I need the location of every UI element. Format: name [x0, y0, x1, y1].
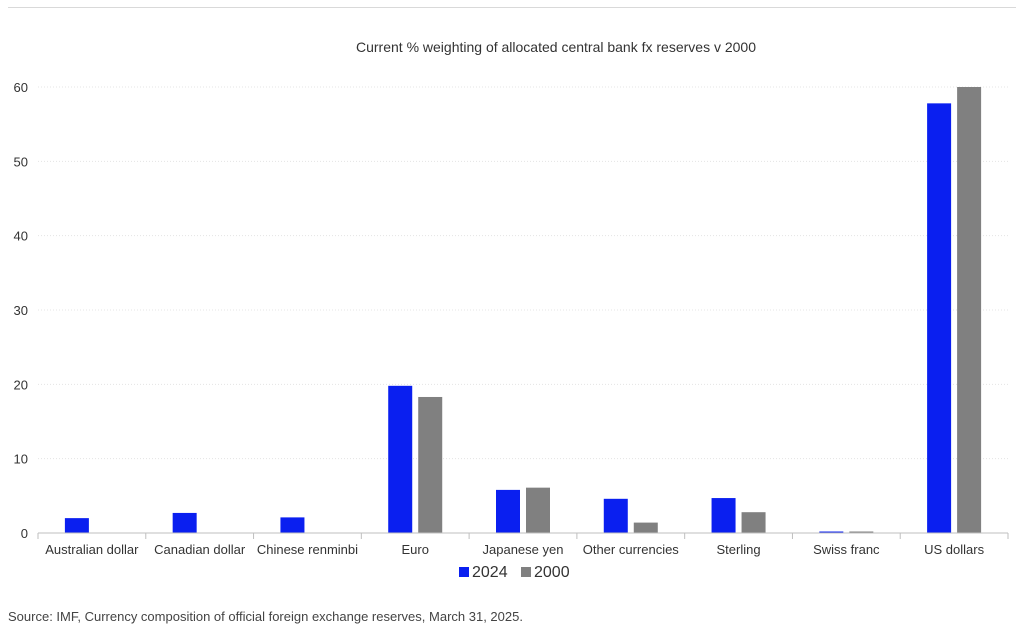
bar-2024-australian-dollar [64, 518, 89, 533]
x-tick-label: US dollars [924, 542, 984, 557]
source-note: Source: IMF, Currency composition of off… [8, 609, 523, 624]
x-tick-label: Japanese yen [483, 542, 564, 557]
x-tick-label: Swiss franc [813, 542, 880, 557]
y-tick-label: 10 [14, 452, 28, 467]
chart-title: Current % weighting of allocated central… [356, 39, 756, 55]
bar-2000-other-currencies [633, 522, 658, 533]
bar-2000-us-dollars [957, 87, 982, 533]
x-tick-label: Sterling [717, 542, 761, 557]
y-tick-label: 40 [14, 229, 28, 244]
x-axis [37, 532, 1009, 539]
bar-2000-swiss-franc [849, 531, 874, 533]
bar-2024-other-currencies [603, 498, 628, 533]
bar-2024-us-dollars [927, 103, 952, 533]
x-tick-label: Chinese renminbi [257, 542, 358, 557]
legend-swatch [521, 567, 531, 577]
bar-2024-euro [388, 385, 413, 533]
bar-chart: Current % weighting of allocated central… [14, 39, 1009, 581]
y-tick-label: 60 [14, 80, 28, 95]
y-tick-label: 20 [14, 377, 28, 392]
bar-2000-euro [418, 396, 443, 533]
bar-2000-sterling [741, 512, 766, 533]
bar-2024-sterling [711, 498, 736, 533]
y-tick-label: 0 [21, 526, 28, 541]
bar-2000-japanese-yen [526, 487, 550, 533]
top-divider [8, 7, 1016, 8]
y-tick-label: 50 [14, 154, 28, 169]
x-tick-label: Australian dollar [45, 542, 139, 557]
gridlines [38, 86, 1008, 460]
x-tick-label: Canadian dollar [154, 542, 246, 557]
y-axis-ticks: 0 10 20 30 40 50 60 [14, 80, 28, 541]
bar-2024-canadian-dollar [172, 512, 197, 533]
x-tick-label: Euro [401, 542, 428, 557]
bars [64, 87, 982, 533]
x-tick-label: Other currencies [583, 542, 680, 557]
legend: 2024 2000 [459, 564, 570, 581]
bar-2024-japanese-yen [496, 489, 520, 533]
legend-label: 2024 [472, 564, 508, 581]
bar-2024-swiss-franc [819, 531, 844, 533]
legend-label: 2000 [534, 564, 570, 581]
legend-swatch [459, 567, 469, 577]
bar-2024-chinese-renminbi [280, 517, 305, 533]
x-axis-labels: Australian dollar Canadian dollar Chinese … [45, 542, 984, 557]
y-tick-label: 30 [14, 303, 28, 318]
